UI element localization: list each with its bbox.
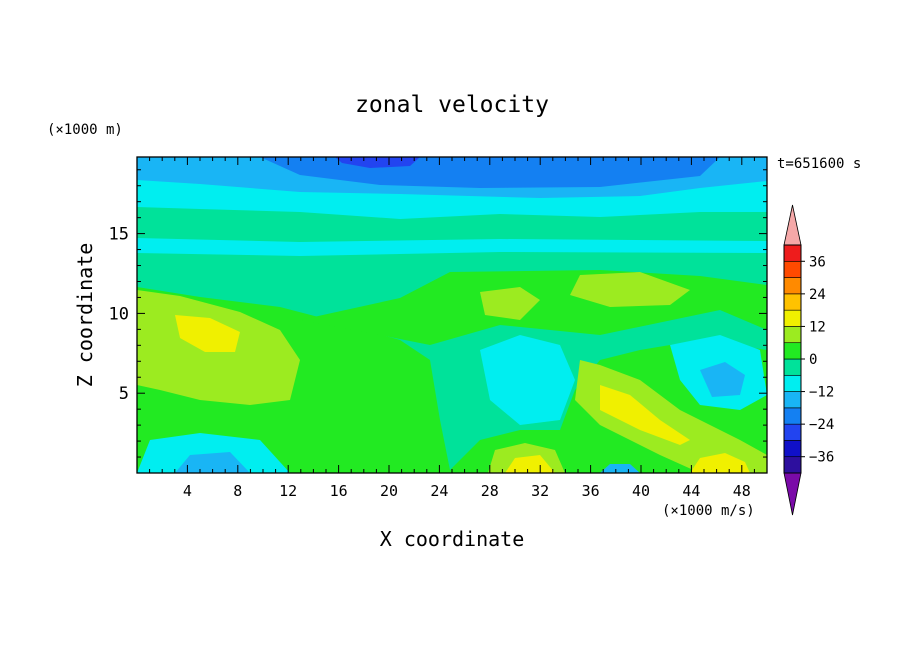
colorbar-swatch-1 xyxy=(783,440,802,458)
x-tick-label-4: 20 xyxy=(380,482,398,500)
x-tick-label-5: 24 xyxy=(430,482,448,500)
y-axis-label: Z coordinate xyxy=(73,243,97,388)
colorbar: 36 24 12 0 −12 −24 −36 xyxy=(783,204,834,516)
colorbar-swatch-11 xyxy=(783,277,802,295)
colorbar-label-1: 24 xyxy=(809,287,826,303)
band-lightgreen-upper-right xyxy=(570,272,690,307)
band-lightblue-bottom xyxy=(600,464,640,473)
y-unit-label: (×1000 m) xyxy=(47,122,123,138)
x-tick-label-2: 12 xyxy=(279,482,297,500)
colorbar-label-0: 36 xyxy=(809,254,826,270)
contour-field xyxy=(137,157,767,473)
colorbar-swatch-7 xyxy=(783,342,802,360)
colorbar-swatch-6 xyxy=(783,358,802,376)
colorbar-label-4: −12 xyxy=(809,385,834,401)
band-lightblue-bottom-left xyxy=(175,452,250,473)
band-yellow-diagonal xyxy=(600,385,690,445)
band-cyan-center xyxy=(480,335,575,425)
colorbar-label-3: 0 xyxy=(809,352,817,368)
band-lightblue-right xyxy=(700,362,745,397)
x-tick-label-6: 28 xyxy=(481,482,499,500)
band-yellow-bottom-right xyxy=(690,453,750,473)
time-label: t=651600 s xyxy=(777,156,861,172)
colorbar-min-extension xyxy=(783,472,802,516)
x-axis-ticks: 4 8 12 16 20 24 28 32 36 40 44 48 xyxy=(149,157,755,500)
x-axis-label: X coordinate xyxy=(380,527,525,551)
band-cyan-stripe xyxy=(137,238,767,256)
colorbar-swatch-3 xyxy=(783,407,802,425)
band-lightgreen-diagonal xyxy=(575,360,767,473)
x-tick-label-0: 4 xyxy=(183,482,192,500)
colorbar-swatch-5 xyxy=(783,374,802,392)
colorbar-swatch-9 xyxy=(783,309,802,327)
colorbar-swatch-8 xyxy=(783,326,802,344)
colorbar-label-5: −24 xyxy=(809,417,834,433)
colorbar-swatch-2 xyxy=(783,423,802,441)
colorbar-swatch-0 xyxy=(783,456,802,474)
y-tick-label-2: 15 xyxy=(109,225,129,245)
colorbar-label-6: −36 xyxy=(809,450,834,466)
x-unit-label: (×1000 m/s) xyxy=(662,503,755,519)
colorbar-swatch-12 xyxy=(783,260,802,278)
chart-title: zonal velocity xyxy=(355,92,549,118)
x-tick-label-10: 44 xyxy=(682,482,700,500)
colorbar-label-2: 12 xyxy=(809,319,826,335)
band-cyan-bottom-left xyxy=(137,433,290,473)
y-tick-label-1: 10 xyxy=(109,304,129,324)
band-lightgreen-mid xyxy=(480,287,540,320)
y-axis-ticks: 5 10 15 xyxy=(109,169,767,458)
band-yellow-left xyxy=(175,315,240,352)
band-top-darkblue xyxy=(335,157,420,168)
x-tick-label-9: 40 xyxy=(632,482,650,500)
x-tick-label-8: 36 xyxy=(582,482,600,500)
x-tick-label-11: 48 xyxy=(733,482,751,500)
colorbar-max-extension xyxy=(783,204,802,246)
colorbar-swatch-4 xyxy=(783,391,802,409)
x-tick-label-1: 8 xyxy=(233,482,242,500)
colorbar-swatch-13 xyxy=(783,244,802,262)
band-yellow-bottom-center xyxy=(505,455,555,473)
x-tick-label-7: 32 xyxy=(531,482,549,500)
colorbar-swatch-10 xyxy=(783,293,802,311)
y-tick-label-0: 5 xyxy=(119,384,129,404)
x-tick-label-3: 16 xyxy=(330,482,348,500)
